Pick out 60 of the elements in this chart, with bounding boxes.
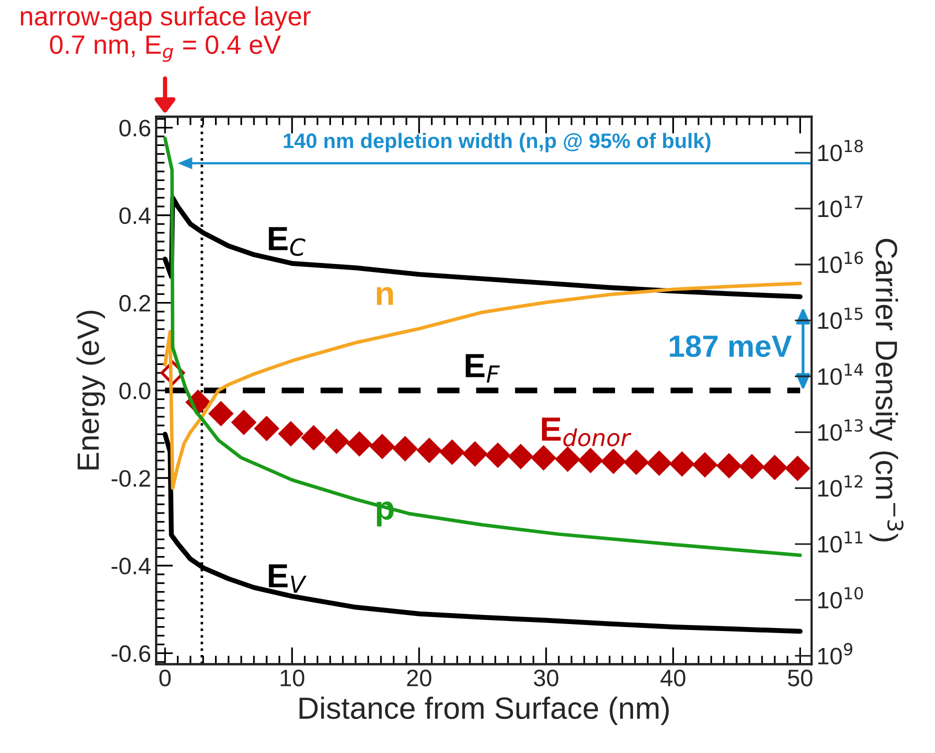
y2-tick-label: 10$^{15}$ [818, 308, 863, 330]
x-tick-label: 30 [534, 670, 558, 686]
point [578, 448, 604, 473]
point [370, 434, 395, 459]
point [392, 436, 418, 462]
y2-tick-label: 10$^{13}$ [818, 419, 863, 441]
series-label: E$_{F}$ [466, 354, 500, 383]
point [670, 452, 694, 476]
y-tick-label: 0.0 [119, 382, 150, 400]
point [555, 446, 580, 472]
y-tick-label: -0.4 [112, 558, 151, 574]
y-tick-label: 0.6 [119, 120, 150, 136]
point [508, 444, 534, 470]
y2-tick-label: 10$^{10}$ [818, 586, 863, 609]
x-tick-label: 20 [407, 670, 432, 686]
series-label: E$_{V}$ [268, 564, 307, 593]
point [762, 455, 788, 480]
y2-tick-label: 10$^{9}$ [818, 642, 852, 664]
point [646, 450, 672, 476]
point [531, 445, 556, 470]
x-tick-label: 0 [159, 670, 171, 686]
point [254, 416, 280, 442]
point [485, 442, 510, 468]
point [600, 448, 626, 474]
y2-tick-label: 10$^{12}$ [818, 475, 862, 497]
point [624, 450, 649, 475]
series-label: E$_{donor}$ [542, 418, 632, 446]
x-tick-label: 50 [788, 670, 812, 686]
x-tick-label: 10 [280, 670, 304, 686]
x-tick-label: 40 [660, 670, 686, 686]
y-tick-label: 0.2 [119, 294, 150, 312]
text: narrow-gap surface layer 0.7 nm, E$_{g}$ = 0.4 eV [20, 6, 311, 62]
point [739, 454, 764, 480]
y2-tick-label: 10$^{11}$ [818, 531, 862, 553]
point [346, 431, 372, 456]
y-axis-title: Energy (eV) [76, 310, 106, 470]
annotation: 187 meV [670, 335, 792, 358]
point [416, 438, 442, 463]
y2-tick-label: 10$^{14}$ [818, 364, 864, 385]
y2-tick-label: 10$^{17}$ [818, 196, 863, 218]
point [278, 421, 304, 446]
y2-axis-title: Carrier Density (cm$^{−3}$) [870, 238, 904, 542]
annotation: 140 nm depletion width (n,p @ 95% of bulk) [284, 132, 710, 152]
point [692, 452, 718, 478]
y-tick-label: -0.2 [112, 470, 150, 487]
y2-tick-label: 10$^{16}$ [818, 252, 863, 274]
x-axis-title: Distance from Surface (nm) [300, 696, 669, 726]
y2-tick-label: 10$^{18}$ [818, 140, 863, 162]
point [208, 401, 234, 426]
point [231, 410, 256, 435]
series-label: E$_{C}$ [268, 227, 306, 256]
point [440, 440, 465, 465]
y-tick-label: -0.6 [112, 645, 150, 662]
point [716, 453, 742, 478]
series-label: n [376, 286, 393, 305]
point [785, 456, 810, 481]
point [462, 441, 488, 466]
point [324, 428, 349, 454]
y-tick-label: 0.4 [119, 207, 151, 224]
point [301, 425, 326, 450]
